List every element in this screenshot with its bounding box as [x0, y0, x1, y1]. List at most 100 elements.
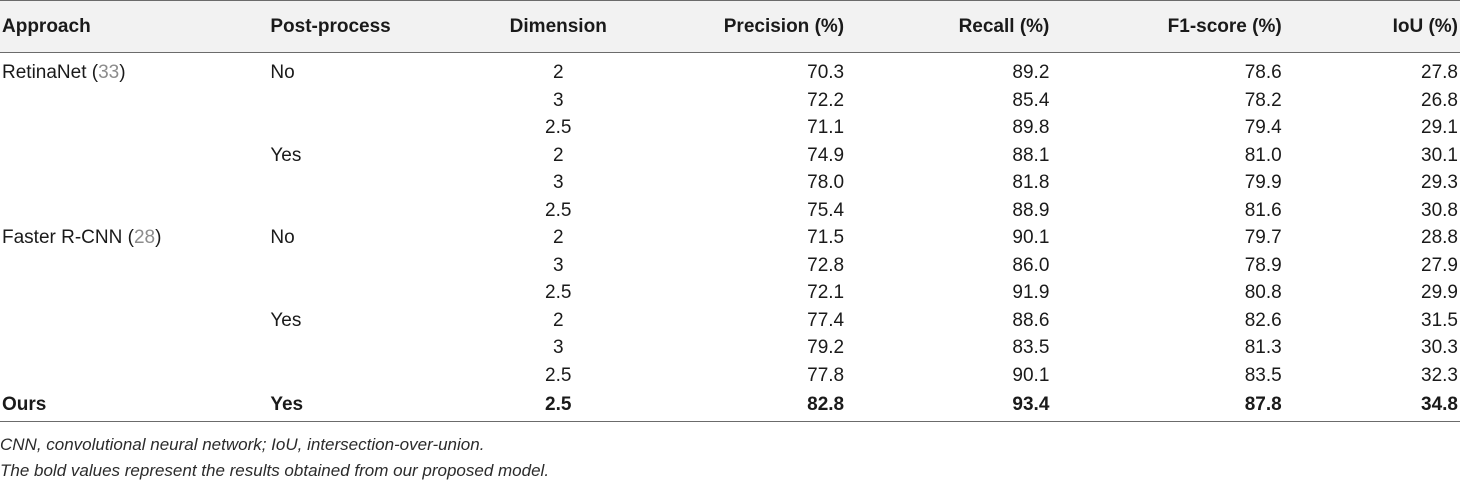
cell-precision: 72.1	[807, 282, 845, 303]
table-row: 3 78.0 81.8 79.9 29.3	[0, 169, 1460, 197]
cell-f1-score: 81.0	[1244, 144, 1282, 166]
cell-precision: 71.5	[807, 227, 845, 248]
cell-approach	[0, 142, 270, 170]
table-row: 3 72.8 86.0 78.9 27.9	[0, 252, 1460, 280]
cell-approach	[0, 252, 270, 280]
table-row: Yes 2 74.9 88.1 81.0 30.1	[0, 142, 1460, 170]
results-table: Approach Post-process Dimension Precisio…	[0, 0, 1460, 422]
cell-approach: Faster R-CNN (28)	[0, 224, 270, 252]
header-precision: Precision (%)	[645, 0, 845, 53]
table-row: 2.5 75.4 88.9 81.6 30.8	[0, 197, 1460, 225]
table-row: Faster R-CNN (28) No 2 71.5 90.1 79.7 28.8	[0, 224, 1460, 252]
header-recall: Recall (%)	[844, 0, 1050, 53]
cell-post-process	[270, 252, 470, 280]
cell-precision: 75.4	[807, 199, 845, 221]
cell-post-process: Yes	[270, 389, 471, 422]
cell-approach: Ours	[0, 389, 271, 422]
cell-iou: 29.9	[1421, 282, 1458, 303]
cell-recall: 91.9	[1012, 282, 1050, 303]
table-row-ours: Ours Yes 2.5 82.8 93.4 87.8 34.8	[0, 389, 1460, 422]
table-row: 2.5 72.1 91.9 80.8 29.9	[0, 279, 1460, 307]
cell-approach	[0, 114, 270, 142]
cell-post-process	[270, 197, 470, 225]
footnote-abbreviations: CNN, convolutional neural network; IoU, …	[0, 435, 485, 454]
approach-name: Faster R-CNN (	[2, 227, 134, 248]
cell-f1-score: 87.8	[1049, 389, 1282, 422]
cell-precision: 72.8	[807, 254, 845, 276]
cell-dimension: 3	[552, 89, 564, 111]
cell-recall: 90.1	[1012, 227, 1050, 248]
cell-f1-score: 81.3	[1244, 337, 1282, 358]
cell-iou: 29.1	[1421, 117, 1458, 138]
cell-recall: 90.1	[1012, 364, 1050, 386]
approach-name: RetinaNet (	[2, 62, 99, 83]
table-row: Yes 2 77.4 88.6 82.6 31.5	[0, 307, 1460, 335]
cell-iou: 34.8	[1281, 389, 1460, 422]
cell-iou: 29.3	[1421, 172, 1458, 193]
cell-iou: 27.9	[1421, 254, 1458, 276]
cell-recall: 81.8	[1012, 172, 1050, 193]
cell-f1-score: 78.9	[1244, 254, 1282, 276]
table-row: 3 79.2 83.5 81.3 30.3	[0, 334, 1460, 362]
cell-iou: 26.8	[1421, 89, 1458, 111]
cell-iou: 30.1	[1421, 144, 1458, 166]
cell-iou: 32.3	[1421, 364, 1458, 386]
table-body: RetinaNet (33) No 2 70.3 89.2 78.6 27.8 3 72.2 85…	[0, 53, 1460, 422]
cell-post-process: No	[270, 227, 295, 248]
approach-close-paren: )	[119, 62, 126, 83]
cell-post-process	[270, 114, 470, 142]
cell-recall: 89.2	[1012, 62, 1050, 83]
cell-f1-score: 80.8	[1244, 282, 1282, 303]
cell-dimension: 2.5	[545, 364, 572, 386]
cell-f1-score: 79.9	[1244, 172, 1282, 193]
cell-iou: 31.5	[1421, 309, 1458, 331]
cell-dimension: 2.5	[470, 389, 646, 422]
cell-precision: 77.8	[807, 364, 845, 386]
table-header-row: Approach Post-process Dimension Precisio…	[0, 0, 1460, 53]
cell-dimension: 3	[552, 172, 564, 193]
cell-iou: 27.8	[1421, 62, 1458, 83]
cell-approach	[0, 279, 270, 307]
cell-recall: 88.1	[1012, 144, 1050, 166]
cell-post-process	[270, 362, 470, 390]
cell-precision: 71.1	[807, 117, 845, 138]
cell-iou: 30.3	[1421, 337, 1458, 358]
cell-approach: RetinaNet (33)	[0, 53, 270, 87]
approach-close-paren: )	[155, 227, 162, 248]
reference-link[interactable]: 28	[133, 227, 156, 248]
cell-approach	[0, 334, 270, 362]
cell-recall: 85.4	[1012, 89, 1050, 111]
header-dimension: Dimension	[470, 0, 646, 53]
cell-dimension: 2	[552, 309, 564, 331]
cell-recall: 86.0	[1012, 254, 1050, 276]
cell-precision: 78.0	[807, 172, 845, 193]
footnote-bold-values: The bold values represent the results ob…	[0, 461, 550, 480]
cell-f1-score: 83.5	[1244, 364, 1282, 386]
cell-post-process	[270, 169, 470, 197]
header-approach: Approach	[0, 0, 271, 53]
cell-post-process	[270, 279, 470, 307]
cell-approach	[0, 197, 270, 225]
cell-iou: 30.8	[1421, 199, 1458, 221]
cell-dimension: 3	[552, 254, 564, 276]
cell-f1-score: 78.6	[1244, 62, 1282, 83]
header-post-process: Post-process	[270, 0, 471, 53]
table-row: RetinaNet (33) No 2 70.3 89.2 78.6 27.8	[0, 53, 1460, 87]
cell-post-process	[270, 87, 470, 115]
cell-dimension: 2.5	[545, 117, 572, 138]
cell-dimension: 2	[552, 62, 564, 83]
cell-dimension: 2.5	[545, 199, 572, 221]
reference-link[interactable]: 33	[98, 62, 120, 83]
table-row: 2.5 71.1 89.8 79.4 29.1	[0, 114, 1460, 142]
cell-recall: 88.9	[1012, 199, 1050, 221]
cell-dimension: 2	[552, 227, 564, 248]
cell-approach	[0, 307, 270, 335]
cell-precision: 77.4	[807, 309, 845, 331]
cell-precision: 79.2	[807, 337, 845, 358]
cell-recall: 89.8	[1012, 117, 1050, 138]
cell-dimension: 2.5	[545, 282, 572, 303]
cell-recall: 88.6	[1012, 309, 1050, 331]
table-footnotes: CNN, convolutional neural network; IoU, …	[0, 432, 549, 484]
cell-f1-score: 78.2	[1244, 89, 1282, 111]
cell-precision: 70.3	[807, 62, 845, 83]
